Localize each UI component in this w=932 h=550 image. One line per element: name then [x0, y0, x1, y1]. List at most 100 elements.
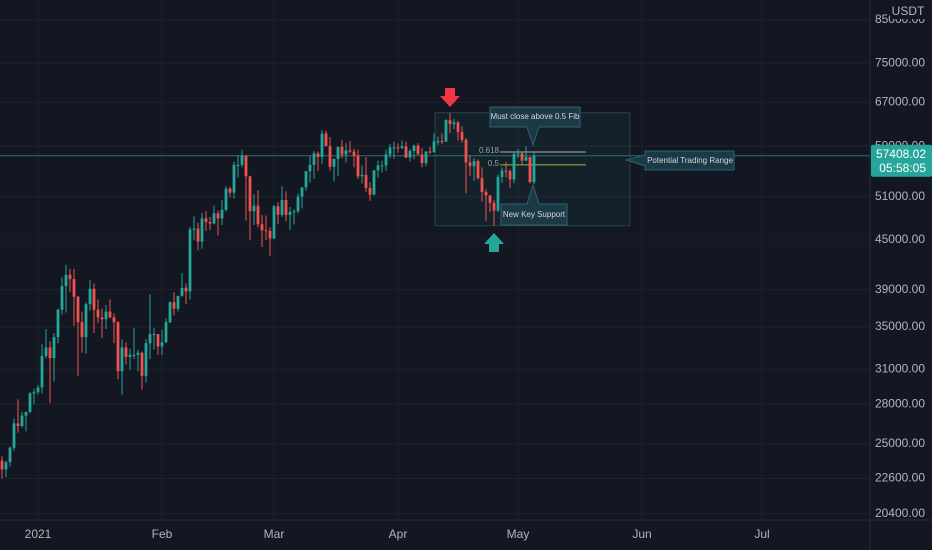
candle-body: [96, 309, 100, 318]
candle-body: [236, 164, 240, 166]
candle-body: [24, 411, 28, 416]
y-tick-label: 45000.00: [875, 232, 925, 246]
candle-body: [196, 228, 200, 242]
candle-body: [296, 196, 300, 212]
candle-body: [112, 317, 116, 323]
candle-body: [88, 288, 92, 305]
fib-label: 0.5: [488, 159, 500, 168]
price-label-box: [871, 144, 932, 177]
overlay: Must close above 0.5 Fib New Key Support…: [440, 88, 735, 252]
candle-body: [508, 171, 512, 180]
candle-body: [140, 352, 144, 376]
candle-body: [156, 334, 160, 347]
candle-body: [260, 224, 264, 231]
y-tick-label: 51000.00: [875, 189, 925, 203]
candle-body: [176, 295, 180, 309]
candle-body: [340, 146, 344, 155]
candle-body: [60, 286, 64, 310]
candle-body: [420, 154, 424, 164]
candle-body: [136, 352, 140, 355]
candle-body: [452, 122, 456, 125]
candle-body: [36, 387, 40, 393]
candle-body: [480, 178, 484, 192]
candle-body: [12, 423, 16, 448]
candle-body: [348, 150, 352, 152]
candle-body: [416, 145, 420, 155]
candle-body: [268, 230, 272, 239]
candle-body: [380, 165, 384, 167]
candle-body: [144, 343, 148, 376]
candle-body: [444, 120, 448, 142]
up-arrow: [484, 233, 504, 252]
candle-body: [412, 145, 416, 151]
candle-body: [100, 317, 104, 320]
candle-body: [460, 131, 464, 140]
candle-body: [484, 191, 488, 196]
y-tick-label: 25000.00: [875, 436, 925, 450]
candle-body: [408, 150, 412, 158]
candle-body: [164, 322, 168, 343]
candle-body: [76, 296, 80, 323]
x-tick-label: Apr: [389, 527, 408, 541]
x-tick-label: Feb: [152, 527, 173, 541]
candle-body: [384, 154, 388, 166]
currency: USDT: [892, 4, 925, 18]
candle-body: [352, 151, 356, 156]
callout-box: [624, 150, 735, 171]
fib-label: 0.618: [479, 146, 500, 155]
candle-body: [512, 153, 516, 180]
y-tick-label: 67000.00: [875, 94, 925, 108]
y-tick-label: 20400.00: [875, 506, 925, 520]
x-tick-label: Mar: [264, 527, 285, 541]
y-tick-label: 31000.00: [875, 361, 925, 375]
candle-body: [68, 274, 72, 280]
candle-body: [392, 147, 396, 149]
candle-body: [428, 151, 432, 153]
y-tick-label: 28000.00: [875, 397, 925, 411]
candles: [0, 113, 536, 479]
candle-body: [124, 347, 128, 358]
candle-body: [256, 205, 260, 225]
candle-body: [56, 309, 60, 338]
candle-body: [252, 205, 256, 212]
candle-body: [128, 354, 132, 358]
candle-body: [356, 155, 360, 177]
candle-body: [4, 462, 8, 470]
candle-body: [200, 218, 204, 242]
candle-body: [404, 146, 408, 158]
candle-body: [316, 153, 320, 157]
candle-body: [152, 334, 156, 336]
candle-body: [224, 188, 228, 210]
candle-body: [304, 171, 308, 188]
candle-body: [64, 274, 68, 287]
price-axis: [870, 0, 932, 520]
candle-body: [244, 155, 248, 177]
callout-text: Potential Trading Range: [647, 156, 733, 165]
time-axis: [0, 520, 932, 550]
candle-body: [220, 209, 224, 219]
x-tick-label: Jun: [632, 527, 651, 541]
candle-body: [468, 162, 472, 167]
candle-body: [212, 213, 216, 224]
callout-box: [489, 106, 581, 147]
candle-body: [28, 393, 32, 412]
candle-body: [520, 153, 524, 161]
candle-body: [204, 218, 208, 223]
candle-body: [400, 146, 404, 148]
candle-body: [308, 164, 312, 172]
y-tick-label: 75000.00: [875, 55, 925, 69]
candle-body: [292, 211, 296, 213]
candle-body: [208, 222, 212, 224]
candle-body: [120, 347, 124, 372]
candle-body: [332, 158, 336, 167]
x-tick-label: May: [507, 527, 530, 541]
candle-body: [516, 153, 520, 155]
candle-body: [372, 170, 376, 195]
y-tick-label: 22600.00: [875, 471, 925, 485]
candle-body: [448, 120, 452, 125]
candle-body: [40, 355, 44, 388]
candle-body: [376, 165, 380, 171]
